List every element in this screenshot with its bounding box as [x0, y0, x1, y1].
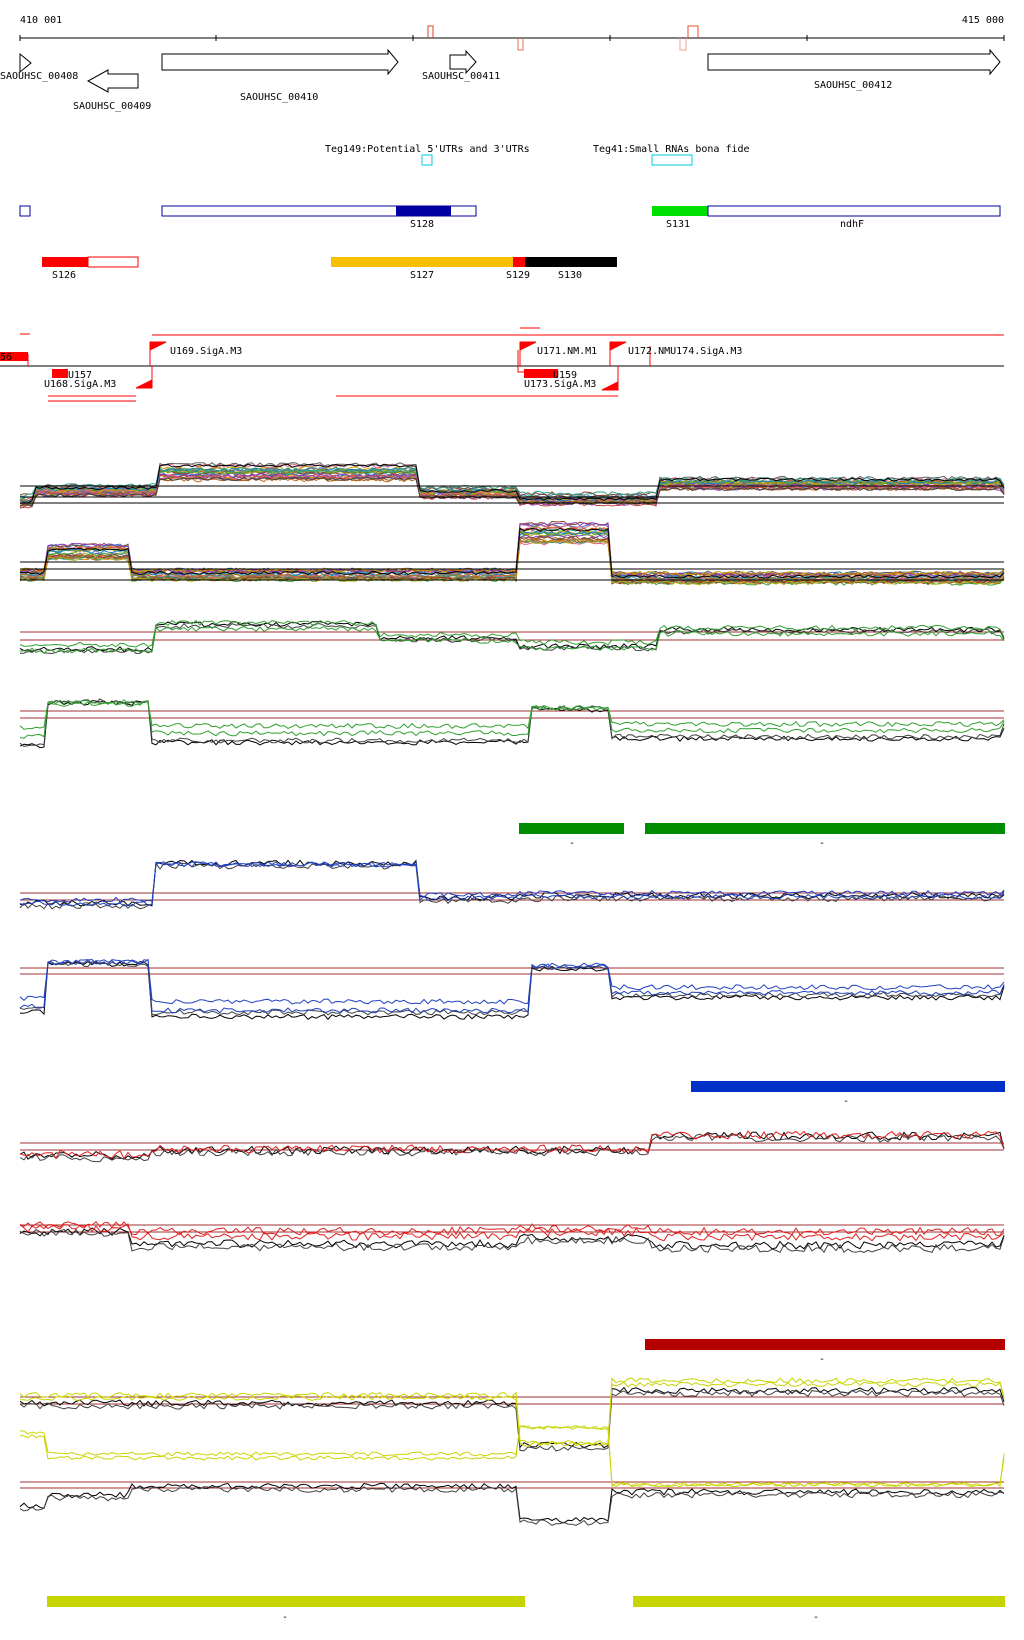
gene-saouhsc-00408[interactable]: SAOUHSC_00408: [0, 52, 78, 82]
expression-trace: [19, 960, 1005, 1016]
expression-trace: [19, 699, 1005, 739]
segment-s128[interactable]: S128: [161, 205, 477, 230]
bar-marker: -: [569, 838, 575, 849]
gene-label: SAOUHSC_00410: [240, 92, 318, 103]
expression-trace: [19, 1227, 1005, 1250]
promoter-label[interactable]: U157: [68, 370, 92, 381]
expression-trace: [20, 1381, 1005, 1447]
expression-trace: [19, 469, 1005, 503]
bar-marker: -: [819, 1354, 825, 1365]
condition-bar-green-2[interactable]: -: [645, 823, 1005, 849]
promoter-label[interactable]: U169.SigA.M3: [170, 346, 242, 357]
teg149-feature[interactable]: Teg149:Potential 5'UTRs and 3'UTRs: [325, 144, 530, 166]
gene-saouhsc-00412[interactable]: SAOUHSC_00412: [707, 48, 1001, 91]
coordinate-end: 415 000: [962, 15, 1004, 26]
segment-label: S129: [506, 270, 530, 281]
segment-s131[interactable]: S131: [652, 206, 708, 230]
promoter-label[interactable]: U168.SigA.M3: [44, 379, 116, 390]
expression-trace: [19, 861, 1005, 910]
coordinate-start: 410 001: [20, 15, 62, 26]
coordinate-ruler: 410 001 415 000: [19, 15, 1005, 51]
segment-s127[interactable]: S127: [331, 257, 513, 281]
promoter-track: 56 U157 U168.SigA.M3 U169.SigA.M3 U171.N…: [0, 327, 1004, 402]
expression-trace: [19, 527, 1005, 581]
segment-label: S128: [410, 219, 434, 230]
teg-label: Teg41:Small RNAs bona fide: [593, 144, 750, 155]
gene-label: SAOUHSC_00411: [422, 71, 500, 82]
expression-trace: [19, 861, 1005, 903]
expression-trace: [19, 1223, 1005, 1242]
promoter-label[interactable]: U172.NMU174.SigA.M3: [628, 346, 742, 357]
bar-marker: -: [843, 1096, 849, 1107]
expression-trace: [19, 1131, 1005, 1160]
segment-s130[interactable]: S130: [525, 257, 617, 281]
gene-track: SAOUHSC_00408 SAOUHSC_00409 SAOUHSC_0041…: [0, 48, 1001, 112]
teg-track: Teg149:Potential 5'UTRs and 3'UTRs Teg41…: [325, 144, 750, 166]
gene-saouhsc-00410[interactable]: SAOUHSC_00410: [161, 48, 399, 103]
segment-s129[interactable]: S129: [506, 257, 530, 281]
segment-label: S127: [410, 270, 434, 281]
teg41-feature[interactable]: Teg41:Small RNAs bona fide: [593, 144, 750, 166]
expression-trace: [19, 521, 1005, 578]
promoter-label[interactable]: 56: [0, 352, 12, 363]
condition-bar-green-1[interactable]: -: [519, 823, 624, 849]
segment-label: S126: [52, 270, 76, 281]
expression-trace: [19, 1377, 1005, 1446]
segment-ndhf[interactable]: ndhF: [707, 205, 1001, 230]
expression-tracks: [19, 461, 1005, 1526]
condition-bars: - - - - - -: [47, 823, 1005, 1623]
teg-label: Teg149:Potential 5'UTRs and 3'UTRs: [325, 144, 530, 155]
segment-s126[interactable]: S126: [42, 256, 139, 281]
expression-trace: [19, 698, 1005, 748]
expression-trace: [19, 1425, 1005, 1488]
segment-label: S131: [666, 219, 690, 230]
expression-trace: [19, 1485, 1005, 1526]
expression-trace: [19, 463, 1005, 504]
expression-trace: [19, 1130, 1005, 1160]
expression-trace: [19, 1424, 1005, 1488]
expression-trace: [19, 622, 1005, 655]
expression-trace: [19, 523, 1005, 577]
expression-trace: [19, 621, 1005, 653]
gene-label: SAOUHSC_00412: [814, 80, 892, 91]
expression-trace: [19, 1133, 1005, 1163]
expression-trace: [19, 958, 1005, 1014]
expression-trace: [19, 467, 1005, 497]
bar-marker: -: [819, 838, 825, 849]
condition-bar-blue[interactable]: -: [691, 1081, 1005, 1107]
expression-trace: [19, 960, 1005, 1020]
expression-trace: [19, 1220, 1005, 1236]
gene-saouhsc-00411[interactable]: SAOUHSC_00411: [422, 49, 500, 82]
expression-trace: [19, 527, 1005, 579]
expression-trace: [19, 476, 1005, 507]
segment-track-a: S128 S131 ndhF: [19, 205, 1001, 230]
bar-marker: -: [282, 1612, 288, 1623]
segment-track-b: S126 S127 S129 S130: [42, 256, 617, 281]
expression-trace: [19, 700, 1005, 749]
condition-bar-yellow-2[interactable]: -: [633, 1596, 1005, 1623]
expression-trace: [19, 619, 1005, 648]
expression-trace: [19, 1389, 1005, 1452]
segment-label: ndhF: [840, 219, 864, 230]
condition-bar-red[interactable]: -: [645, 1339, 1005, 1365]
expression-trace: [19, 539, 1005, 586]
bar-marker: -: [813, 1612, 819, 1623]
promoter-label[interactable]: U159: [553, 370, 577, 381]
expression-trace: [19, 530, 1005, 576]
gene-label: SAOUHSC_00409: [73, 101, 151, 112]
promoter-label[interactable]: U173.SigA.M3: [524, 379, 596, 390]
gene-label: SAOUHSC_00408: [0, 71, 78, 82]
expression-trace: [19, 625, 1005, 654]
expression-trace: [19, 1228, 1005, 1254]
expression-trace: [19, 1482, 1005, 1524]
gene-saouhsc-00409[interactable]: SAOUHSC_00409: [73, 69, 151, 112]
segment-label: S130: [558, 270, 582, 281]
promoter-label[interactable]: U171.NM.M1: [537, 346, 597, 357]
expression-trace: [19, 958, 1005, 1005]
condition-bar-yellow-1[interactable]: -: [47, 1596, 525, 1623]
expression-trace: [19, 701, 1005, 730]
